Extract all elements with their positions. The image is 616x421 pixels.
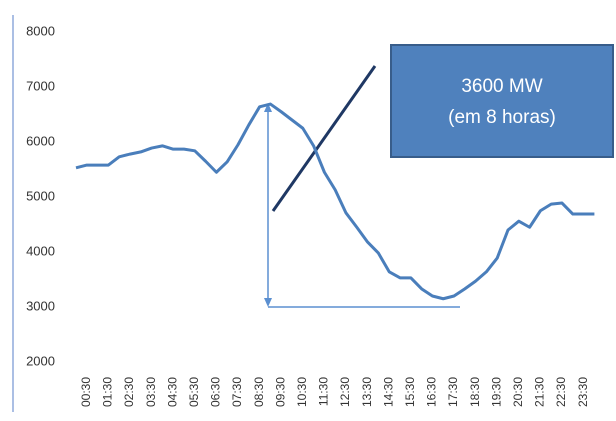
x-tick-label: 10:30 xyxy=(295,377,309,407)
x-tick-label: 14:30 xyxy=(381,377,395,407)
x-tick-label: 17:30 xyxy=(446,377,460,407)
x-tick-label: 20:30 xyxy=(511,377,525,407)
x-tick-label: 22:30 xyxy=(554,377,568,407)
y-tick-label: 5000 xyxy=(26,188,55,203)
x-tick-label: 09:30 xyxy=(273,377,287,407)
x-tick-label: 15:30 xyxy=(403,377,417,407)
data-line xyxy=(75,102,595,301)
slope-line xyxy=(271,65,377,212)
y-tick-label: 2000 xyxy=(26,353,55,368)
x-tick-label: 07:30 xyxy=(230,377,244,407)
x-tick-label: 21:30 xyxy=(533,377,547,407)
x-tick-label: 02:30 xyxy=(122,377,136,407)
annotation: (em 8 horas) xyxy=(448,107,556,128)
x-tick-label: 18:30 xyxy=(468,377,482,407)
x-tick-label: 23:30 xyxy=(576,377,590,407)
arrow-head xyxy=(264,298,272,307)
x-tick-label: 19:30 xyxy=(489,377,503,407)
x-tick-label: 13:30 xyxy=(360,377,374,407)
y-tick-label: 7000 xyxy=(26,78,55,93)
x-tick-label: 11:30 xyxy=(317,377,331,406)
arrow-head xyxy=(264,103,272,112)
x-tick-label: 05:30 xyxy=(187,377,201,407)
annotation: 3600 MW xyxy=(461,76,542,97)
y-tick-label: 4000 xyxy=(26,243,55,258)
x-tick-label: 01:30 xyxy=(101,377,115,407)
y-tick-label: 3000 xyxy=(26,298,55,313)
annotation-box xyxy=(390,44,614,158)
x-tick-label: 08:30 xyxy=(252,377,266,407)
x-tick-label: 00:30 xyxy=(79,377,93,407)
y-tick-label: 6000 xyxy=(26,133,55,148)
x-tick-label: 12:30 xyxy=(338,377,352,407)
x-tick-label: 06:30 xyxy=(209,377,223,407)
x-tick-label: 03:30 xyxy=(144,377,158,407)
x-tick-label: 04:30 xyxy=(165,377,179,407)
x-tick-label: 16:30 xyxy=(425,377,439,407)
y-tick-label: 8000 xyxy=(26,23,55,38)
